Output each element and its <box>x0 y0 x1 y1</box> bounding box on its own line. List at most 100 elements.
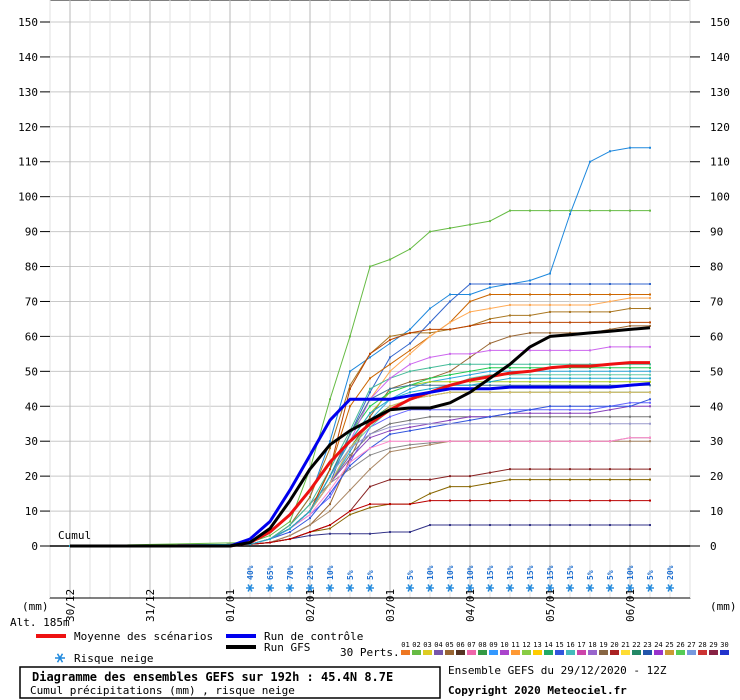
series-point <box>369 532 371 535</box>
series-point <box>489 342 491 345</box>
pert-swatch <box>687 650 696 655</box>
series-point <box>589 373 591 376</box>
pert-swatch <box>588 650 597 655</box>
series-point <box>489 220 491 223</box>
series-point <box>609 478 611 481</box>
snow-risk-marker <box>586 584 594 592</box>
x-tick-label: 06/01 <box>624 589 637 622</box>
series-point <box>409 363 411 366</box>
series-point <box>509 370 511 373</box>
series-point <box>629 324 631 327</box>
series-point <box>649 415 651 418</box>
perts-swatches: 01 02 03 04 05 06 07 08 09 10 11 12 13 14 15 16 17 18 19 20… <box>401 641 729 655</box>
snow-risk-marker <box>606 584 614 592</box>
series-point <box>529 366 531 369</box>
series-point <box>409 331 411 334</box>
legend-control-label: Run de contrôle <box>264 630 363 643</box>
series-point <box>529 478 531 481</box>
series-point <box>609 384 611 387</box>
pert-number: 25 <box>665 641 673 649</box>
series-point <box>529 279 531 282</box>
y-tick-right: 90 <box>710 226 723 239</box>
series-point <box>529 349 531 352</box>
series-point <box>449 300 451 303</box>
series-point <box>609 345 611 348</box>
series-point <box>409 387 411 390</box>
series-point <box>609 391 611 394</box>
snow-risk-pct: 65% <box>266 565 275 580</box>
snow-risk-pct: 5% <box>406 570 415 580</box>
series-point <box>309 517 311 520</box>
series-point <box>329 447 331 450</box>
y-tick-right: 150 <box>710 16 730 29</box>
pert-swatch <box>555 650 564 655</box>
series-point <box>489 415 491 418</box>
pert-number: 04 <box>434 641 442 649</box>
series-point <box>629 405 631 408</box>
series-point <box>529 391 531 394</box>
snow-risk-pct: 5% <box>606 570 615 580</box>
series-point <box>649 499 651 502</box>
series-point <box>429 335 431 338</box>
y-tick-left: 120 <box>18 121 38 134</box>
series-point <box>369 415 371 418</box>
series-point <box>369 412 371 415</box>
series-point <box>549 310 551 313</box>
series-point <box>469 352 471 355</box>
y-tick-left: 60 <box>25 330 38 343</box>
snow-risk-pct: 5% <box>646 570 655 580</box>
series-point <box>429 307 431 310</box>
pert-number: 21 <box>621 641 629 649</box>
series-point <box>349 370 351 373</box>
series-point <box>629 293 631 296</box>
series-point <box>469 370 471 373</box>
series-point <box>649 293 651 296</box>
pert-swatch <box>489 650 498 655</box>
series-point <box>469 524 471 527</box>
pert-number: 29 <box>709 641 717 649</box>
series-point <box>569 321 571 324</box>
y-axis-right: 0 10 20 30 40 50 60 70 80 90 100 110 120 130 140 150 <box>690 16 730 553</box>
series-point <box>289 534 291 537</box>
series-point <box>429 408 431 411</box>
snowflake-stroke <box>347 584 353 592</box>
series-point <box>649 324 651 327</box>
pert-swatch <box>654 650 663 655</box>
series-point <box>329 524 331 527</box>
series-point <box>629 391 631 394</box>
series-point <box>369 468 371 471</box>
series-point <box>549 415 551 418</box>
series-point <box>289 524 291 527</box>
series-point <box>549 321 551 324</box>
series-point <box>449 419 451 422</box>
snowflake-stroke <box>467 584 473 592</box>
series-point <box>409 349 411 352</box>
series-point <box>569 380 571 383</box>
series-point <box>549 377 551 380</box>
series-point <box>609 380 611 383</box>
series-point <box>649 384 651 387</box>
series-point <box>349 335 351 338</box>
series-point <box>529 209 531 212</box>
series-point <box>569 408 571 411</box>
series-point <box>369 391 371 394</box>
pert-number: 02 <box>412 641 420 649</box>
series-point <box>589 408 591 411</box>
snowflake-stroke <box>607 584 613 592</box>
series-point <box>309 524 311 527</box>
pert-number: 23 <box>643 641 651 649</box>
pert-number: 03 <box>423 641 431 649</box>
series-point <box>449 475 451 478</box>
y-tick-right: 120 <box>710 121 730 134</box>
series-point <box>489 373 491 376</box>
series-point <box>469 324 471 327</box>
series-point <box>649 321 651 324</box>
series-point <box>629 422 631 425</box>
series-point <box>629 499 631 502</box>
snowflake-stroke <box>367 584 373 592</box>
pert-swatch <box>709 650 718 655</box>
snowflake-stroke <box>327 584 333 592</box>
series-point <box>289 527 291 530</box>
series-point <box>529 440 531 443</box>
series-point <box>509 422 511 425</box>
